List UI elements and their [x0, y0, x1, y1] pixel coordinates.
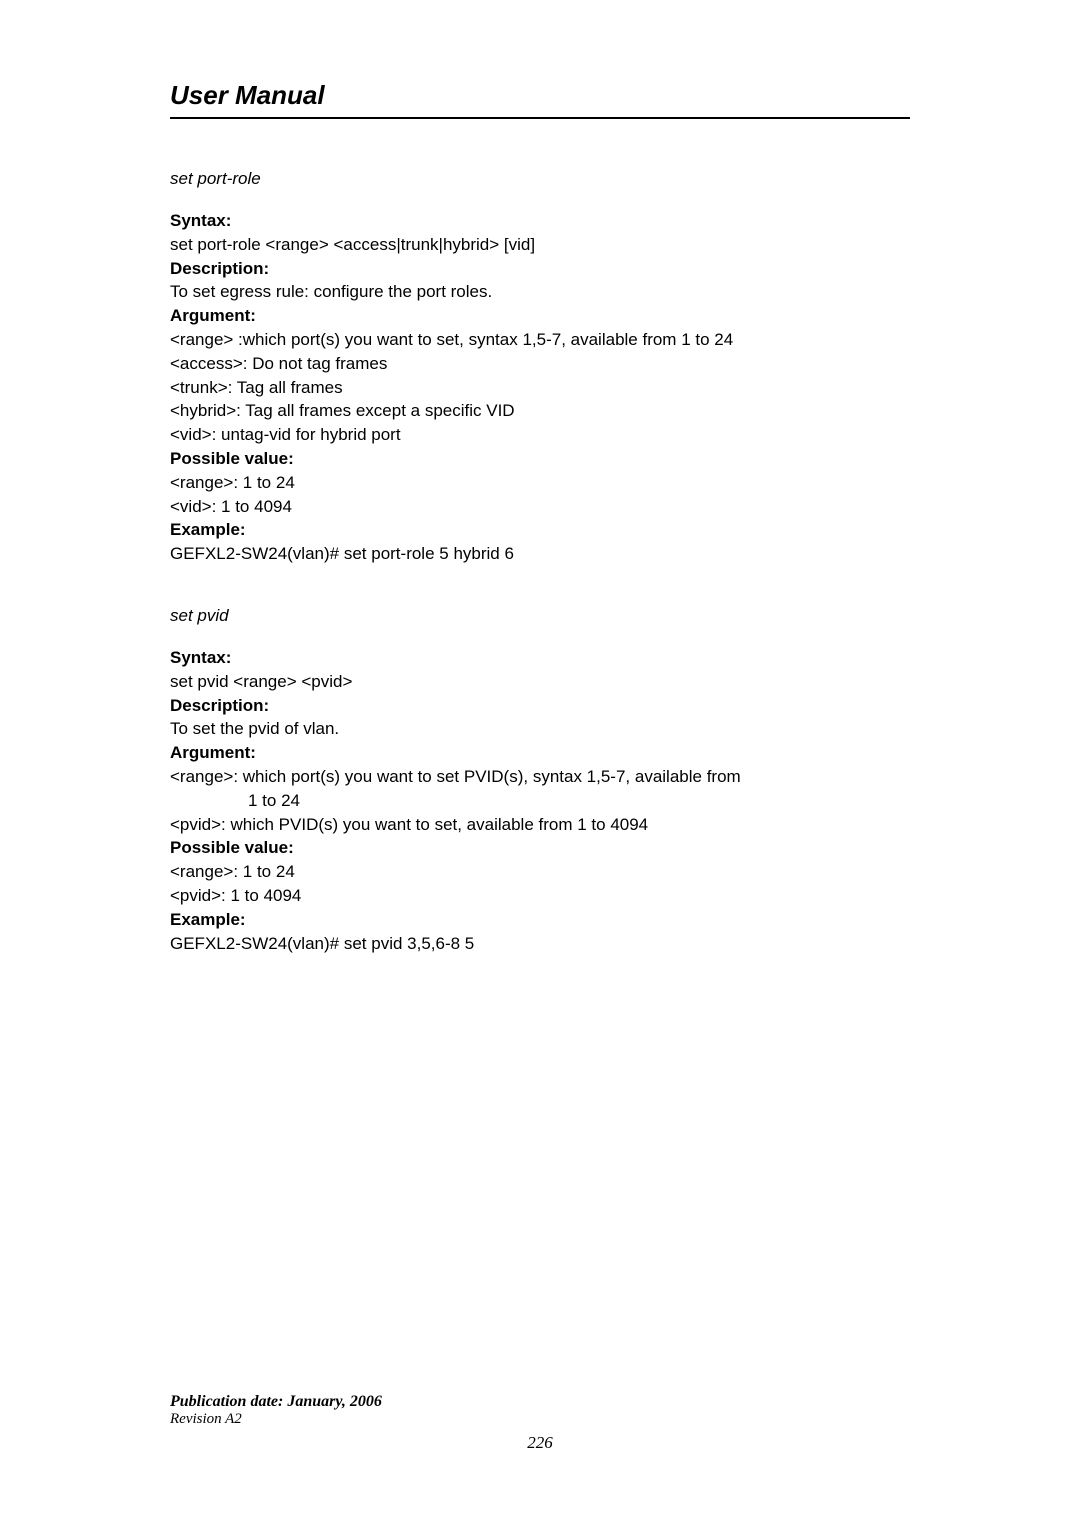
- example-text: GEFXL2-SW24(vlan)# set port-role 5 hybri…: [170, 542, 910, 566]
- argument-line: <access>: Do not tag frames: [170, 352, 910, 376]
- argument-line: <hybrid>: Tag all frames except a specif…: [170, 399, 910, 423]
- example-label: Example:: [170, 908, 910, 932]
- argument-line: <pvid>: which PVID(s) you want to set, a…: [170, 813, 910, 837]
- description-text: To set egress rule: configure the port r…: [170, 280, 910, 304]
- command-name: set pvid: [170, 606, 910, 626]
- possible-value-line: <pvid>: 1 to 4094: [170, 884, 910, 908]
- argument-line: 1 to 24: [170, 789, 910, 813]
- syntax-label: Syntax:: [170, 646, 910, 670]
- argument-label: Argument:: [170, 741, 910, 765]
- possible-value-line: <vid>: 1 to 4094: [170, 495, 910, 519]
- command-section-set-pvid: set pvid Syntax: set pvid <range> <pvid>…: [170, 606, 910, 955]
- possible-value-label: Possible value:: [170, 447, 910, 471]
- page-number: 226: [0, 1433, 1080, 1453]
- possible-value-line: <range>: 1 to 24: [170, 471, 910, 495]
- example-text: GEFXL2-SW24(vlan)# set pvid 3,5,6-8 5: [170, 932, 910, 956]
- argument-label: Argument:: [170, 304, 910, 328]
- syntax-text: set pvid <range> <pvid>: [170, 670, 910, 694]
- header: User Manual: [170, 80, 910, 119]
- argument-line: <range> :which port(s) you want to set, …: [170, 328, 910, 352]
- argument-line: <trunk>: Tag all frames: [170, 376, 910, 400]
- description-label: Description:: [170, 257, 910, 281]
- possible-value-line: <range>: 1 to 24: [170, 860, 910, 884]
- argument-line: <vid>: untag-vid for hybrid port: [170, 423, 910, 447]
- description-label: Description:: [170, 694, 910, 718]
- syntax-label: Syntax:: [170, 209, 910, 233]
- argument-line: <range>: which port(s) you want to set P…: [170, 765, 910, 789]
- header-title: User Manual: [170, 80, 910, 111]
- publication-date: Publication date: January, 2006: [170, 1393, 382, 1411]
- description-text: To set the pvid of vlan.: [170, 717, 910, 741]
- footer: Publication date: January, 2006 Revision…: [170, 1393, 382, 1428]
- command-name: set port-role: [170, 169, 910, 189]
- example-label: Example:: [170, 518, 910, 542]
- page-container: User Manual set port-role Syntax: set po…: [0, 0, 1080, 955]
- command-section-set-port-role: set port-role Syntax: set port-role <ran…: [170, 169, 910, 566]
- syntax-text: set port-role <range> <access|trunk|hybr…: [170, 233, 910, 257]
- revision: Revision A2: [170, 1411, 382, 1428]
- possible-value-label: Possible value:: [170, 836, 910, 860]
